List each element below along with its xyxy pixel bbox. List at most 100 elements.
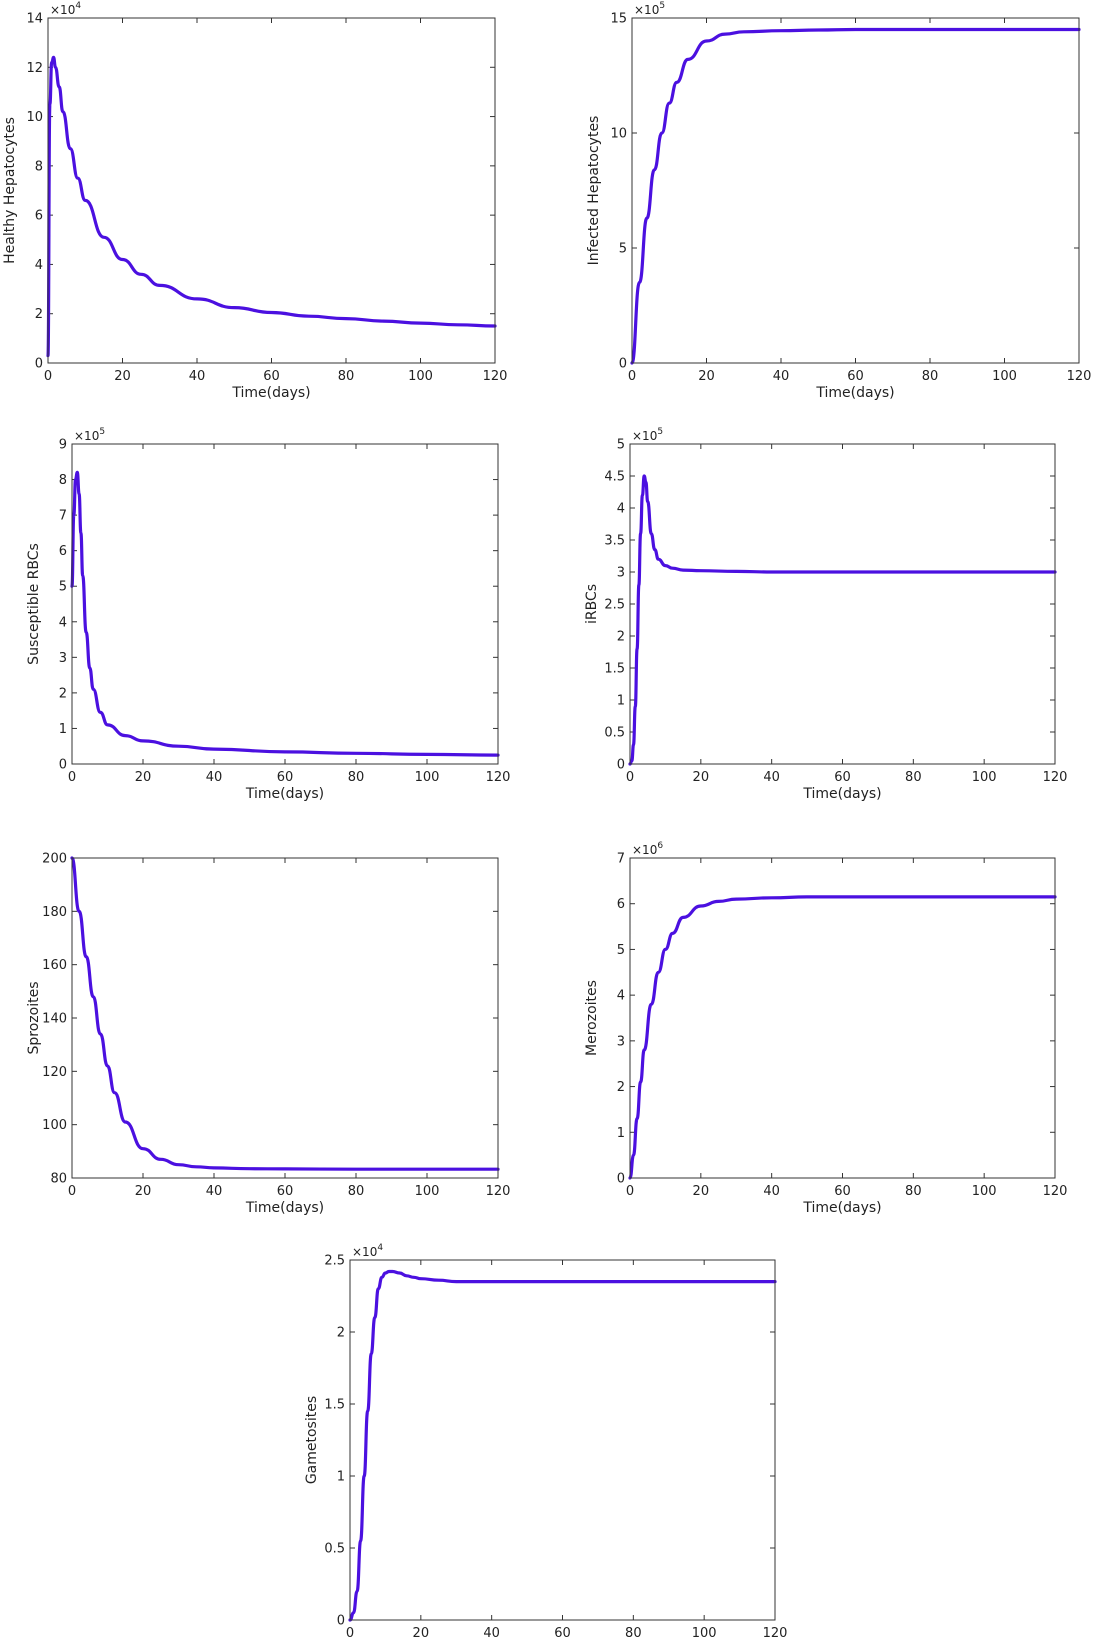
y-axis-multiplier: ×105 <box>632 427 663 443</box>
data-line-series-1 <box>70 470 500 757</box>
x-tick-label: 80 <box>905 1184 922 1199</box>
y-tick-label: 3 <box>59 651 67 666</box>
chart-panel-1: 0 20 40 60 80 100 120 0 2 4 6 8 10 12 14 Time(days) Heal… <box>2 1 507 401</box>
data-line-series-1 <box>628 895 1057 1180</box>
y-tick-label: 2 <box>59 686 67 701</box>
plot-frame <box>71 443 499 765</box>
x-tick-label: 60 <box>554 1626 571 1637</box>
chart-panel-3: 0 20 40 60 80 100 120 0 1 2 3 4 5 6 7 8 9 Time(days) Susce… <box>26 427 510 802</box>
y-tick-label: 1 <box>617 694 625 709</box>
y-tick-label: 4 <box>59 615 67 630</box>
y-tick-label: 1 <box>337 1470 345 1485</box>
y-axis-multiplier: ×106 <box>632 841 663 857</box>
y-tick-label: 1.5 <box>604 662 625 677</box>
x-tick-label: 100 <box>972 770 997 785</box>
y-tick-label: 5 <box>617 438 625 453</box>
y-axis-multiplier-power: 5 <box>657 427 663 437</box>
y-tick-label: 2 <box>617 630 625 645</box>
y-axis-label: Healthy Hepatocytes <box>2 117 18 264</box>
chart-panel-6: 0 20 40 60 80 100 120 0 1 2 3 4 5 6 7 Time(days) Merozoi… <box>584 841 1067 1216</box>
x-tick-label: 80 <box>625 1626 642 1637</box>
x-tick-label: 20 <box>693 1184 710 1199</box>
y-tick-label: 3.5 <box>604 534 625 549</box>
y-tick-label: 0.5 <box>604 726 625 741</box>
x-tick-label: 20 <box>114 369 131 384</box>
y-tick-label: 120 <box>42 1065 67 1080</box>
y-tick-label: 80 <box>50 1172 67 1187</box>
y-axis-multiplier-power: 4 <box>75 1 81 11</box>
x-axis-label: Time(days) <box>231 385 310 401</box>
x-tick-label: 0 <box>68 770 76 785</box>
x-tick-label: 40 <box>483 1626 500 1637</box>
y-axis-multiplier-base: ×10 <box>632 429 657 443</box>
data-line-series-1 <box>70 856 500 1171</box>
x-tick-label: 100 <box>972 1184 997 1199</box>
chart-panel-7: 02040608010012000.511.522.5Time(days)Gam… <box>304 1243 787 1637</box>
y-axis-multiplier: ×105 <box>74 427 105 443</box>
y-tick-label: 7 <box>59 509 67 524</box>
x-tick-label: 0 <box>44 369 52 384</box>
y-tick-label: 5 <box>617 943 625 958</box>
data-line-series-1 <box>348 1269 777 1622</box>
y-axis-multiplier: ×105 <box>634 1 665 17</box>
y-tick-label: 14 <box>26 12 43 27</box>
y-tick-label: 0 <box>337 1614 345 1629</box>
y-tick-label: 2 <box>617 1080 625 1095</box>
x-axis-label: Time(days) <box>802 786 881 802</box>
y-tick-label: 7 <box>617 852 625 867</box>
y-tick-label: 0 <box>35 357 43 372</box>
y-tick-label: 10 <box>26 110 43 125</box>
y-tick-label: 140 <box>42 1012 67 1027</box>
y-tick-label: 6 <box>59 544 67 559</box>
y-axis-multiplier: ×104 <box>352 1243 383 1259</box>
x-tick-label: 100 <box>415 1184 440 1199</box>
x-tick-label: 120 <box>763 1626 788 1637</box>
x-tick-label: 20 <box>135 770 152 785</box>
x-tick-label: 0 <box>346 1626 354 1637</box>
y-axis-multiplier-power: 4 <box>377 1243 383 1253</box>
y-tick-label: 1 <box>617 1126 625 1141</box>
x-tick-label: 120 <box>1067 369 1092 384</box>
y-axis-multiplier-base: ×10 <box>50 3 75 17</box>
y-axis-multiplier-power: 5 <box>659 1 665 11</box>
y-tick-label: 1.5 <box>324 1398 345 1413</box>
x-axis-label: Time(days) <box>245 786 324 802</box>
y-tick-label: 5 <box>59 580 67 595</box>
data-line-series-1 <box>46 55 497 358</box>
y-tick-label: 200 <box>42 852 67 867</box>
y-tick-label: 3 <box>617 1034 625 1049</box>
plot-frame <box>629 857 1056 1179</box>
y-tick-label: 3 <box>617 566 625 581</box>
y-tick-label: 100 <box>42 1118 67 1133</box>
chart-panel-5: 0 20 40 60 80 100 120 80 100 120 140 160 180 200 Time(… <box>26 852 510 1217</box>
y-tick-label: 8 <box>35 159 43 174</box>
x-tick-label: 0 <box>626 1184 634 1199</box>
x-tick-label: 0 <box>628 369 636 384</box>
y-axis-multiplier-power: 6 <box>657 841 663 851</box>
chart-panel-2: 0 20 40 60 80 100 120 0 5 10 15 Time(days) Infected … <box>586 1 1091 401</box>
y-tick-label: 6 <box>35 209 43 224</box>
x-tick-label: 100 <box>408 369 433 384</box>
x-tick-label: 60 <box>277 1184 294 1199</box>
y-tick-label: 1 <box>59 722 67 737</box>
x-tick-label: 20 <box>698 369 715 384</box>
y-tick-label: 4 <box>617 989 625 1004</box>
x-tick-label: 20 <box>693 770 710 785</box>
x-tick-label: 40 <box>773 369 790 384</box>
y-tick-label: 8 <box>59 473 67 488</box>
x-tick-label: 80 <box>348 770 365 785</box>
y-tick-label: 0 <box>617 1172 625 1187</box>
x-tick-label: 20 <box>135 1184 152 1199</box>
chart-panel-4: 0 20 40 60 80 100 120 0 0.5 1 1.5 2 2.5 3 3.5 4 4.5 5 Time… <box>584 427 1067 802</box>
y-tick-label: 4 <box>617 502 625 517</box>
y-axis-label: Sprozoites <box>26 982 42 1055</box>
y-axis-multiplier-power: 5 <box>99 427 105 437</box>
x-axis-label: Time(days) <box>815 385 894 401</box>
y-tick-label: 6 <box>617 897 625 912</box>
y-tick-label: 10 <box>610 127 627 142</box>
x-tick-label: 80 <box>905 770 922 785</box>
plot-frame <box>71 857 499 1179</box>
y-axis-multiplier: ×104 <box>50 1 81 17</box>
plot-frame <box>629 443 1056 765</box>
